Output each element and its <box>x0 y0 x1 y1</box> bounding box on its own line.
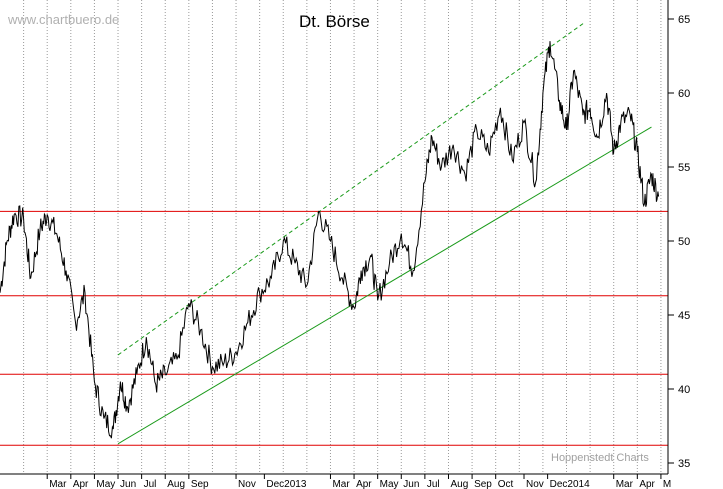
x-tick-label: Dec2013 <box>266 479 306 489</box>
support-resistance-lines <box>0 210 668 446</box>
x-tick-label: Mar <box>49 479 67 489</box>
price-series <box>0 41 660 439</box>
x-tick-label: Jul <box>144 479 157 489</box>
y-tick-label: 50 <box>678 236 690 248</box>
y-axis: 35 40 45 50 55 60 65 <box>668 14 690 470</box>
x-tick-label: May <box>96 479 115 489</box>
price-line <box>0 41 660 439</box>
x-tick-label: Dec2014 <box>550 479 590 489</box>
resistance-trendline <box>117 21 586 356</box>
y-tick-label: 55 <box>678 162 690 174</box>
x-tick-label: Oct <box>498 479 514 489</box>
x-tick-label: Aug <box>450 479 468 489</box>
x-tick-label: Sep <box>191 479 209 489</box>
x-tick-label: Jul <box>427 479 440 489</box>
x-tick-label: Apr <box>639 479 655 489</box>
y-tick-label: 35 <box>678 458 690 470</box>
y-tick-label: 60 <box>678 88 690 100</box>
x-tick-label: Sep <box>474 479 492 489</box>
y-tick-label: 45 <box>678 310 690 322</box>
chart-title: Dt. Börse <box>299 12 370 31</box>
x-tick-label: M <box>663 479 671 489</box>
x-tick-label: May <box>380 479 399 489</box>
x-tick-label: Jun <box>120 479 136 489</box>
y-tick-label: 40 <box>678 384 690 396</box>
x-tick-label: Mar <box>332 479 350 489</box>
x-axis: Mar Apr May Jun Jul Aug Sep Nov Dec2013 Mar Apr May… <box>46 474 671 489</box>
x-tick-label: Apr <box>356 479 372 489</box>
x-tick-label: Jun <box>403 479 419 489</box>
source-label: Hoppenstedt Charts <box>551 452 649 464</box>
x-tick-label: Aug <box>167 479 185 489</box>
y-tick-label: 65 <box>678 14 690 26</box>
x-tick-label: Nov <box>526 479 544 489</box>
x-tick-label: Mar <box>616 479 634 489</box>
watermark: www.chartbuero.de <box>7 12 119 27</box>
x-tick-label: Apr <box>73 479 89 489</box>
x-tick-label: Nov <box>238 479 256 489</box>
